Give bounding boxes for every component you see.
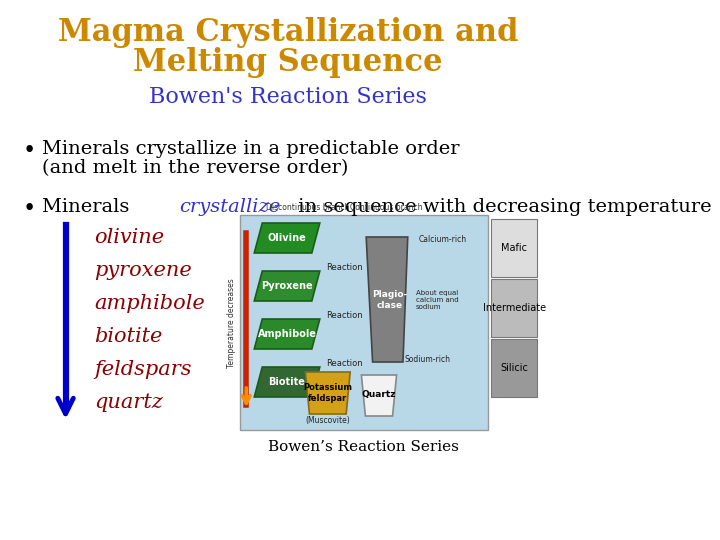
Text: Reaction: Reaction <box>326 262 363 272</box>
Text: biotite: biotite <box>94 327 163 346</box>
Text: •: • <box>22 198 35 220</box>
Text: Potassium
feldspar: Potassium feldspar <box>303 383 352 403</box>
Text: Plagio-
clase: Plagio- clase <box>372 291 408 310</box>
Text: Bowen’s Reaction Series: Bowen’s Reaction Series <box>269 440 459 454</box>
Text: feldspars: feldspars <box>94 360 192 379</box>
Polygon shape <box>366 237 408 362</box>
Polygon shape <box>254 271 320 301</box>
Text: in sequence with decreasing temperature: in sequence with decreasing temperature <box>292 198 711 216</box>
Text: Magma Crystallization and: Magma Crystallization and <box>58 17 518 48</box>
Text: amphibole: amphibole <box>94 294 205 313</box>
Text: Biotite: Biotite <box>269 377 305 387</box>
Text: Reaction: Reaction <box>326 310 363 320</box>
Text: •: • <box>22 140 35 162</box>
Text: pyroxene: pyroxene <box>94 261 192 280</box>
Polygon shape <box>361 375 397 416</box>
FancyBboxPatch shape <box>491 279 537 337</box>
Text: Intermediate: Intermediate <box>482 303 546 313</box>
Text: (and melt in the reverse order): (and melt in the reverse order) <box>42 159 348 177</box>
Text: Reaction: Reaction <box>326 359 363 368</box>
Text: Temperature decreases: Temperature decreases <box>228 278 236 368</box>
Polygon shape <box>254 223 320 253</box>
Text: olivine: olivine <box>94 228 164 247</box>
Polygon shape <box>254 367 320 397</box>
FancyBboxPatch shape <box>491 219 537 277</box>
Text: Melting Sequence: Melting Sequence <box>133 47 443 78</box>
Text: Amphibole: Amphibole <box>258 329 317 339</box>
Text: (Muscovite): (Muscovite) <box>305 416 350 425</box>
Polygon shape <box>305 372 350 414</box>
Text: Discontinuous branch: Discontinuous branch <box>266 203 350 212</box>
Text: Silicic: Silicic <box>500 363 528 373</box>
FancyBboxPatch shape <box>240 215 487 430</box>
Text: quartz: quartz <box>94 393 163 412</box>
Text: Sodium-rich: Sodium-rich <box>405 355 451 364</box>
Text: Mafic: Mafic <box>501 243 527 253</box>
Text: Bowen's Reaction Series: Bowen's Reaction Series <box>149 86 427 108</box>
FancyBboxPatch shape <box>491 339 537 397</box>
Text: Minerals: Minerals <box>42 198 135 216</box>
Text: Pyroxene: Pyroxene <box>261 281 313 291</box>
Polygon shape <box>254 319 320 349</box>
Text: Continuous branch: Continuous branch <box>350 203 423 212</box>
Text: crystallize: crystallize <box>179 198 280 216</box>
Text: Calcium-rich: Calcium-rich <box>419 235 467 244</box>
Text: Minerals crystallize in a predictable order: Minerals crystallize in a predictable or… <box>42 140 459 158</box>
Text: About equal
calcium and
sodium: About equal calcium and sodium <box>415 290 459 310</box>
Text: Quartz: Quartz <box>361 390 396 400</box>
Text: Olivine: Olivine <box>268 233 307 243</box>
